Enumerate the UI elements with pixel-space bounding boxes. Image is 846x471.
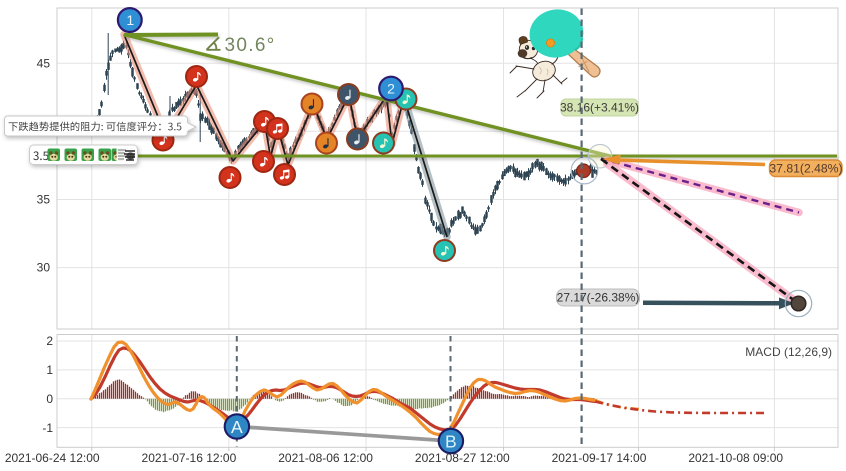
svg-text:37.81(2.48%): 37.81(2.48%) bbox=[769, 162, 842, 176]
svg-text:30.6°: 30.6° bbox=[225, 35, 276, 56]
svg-text:B: B bbox=[445, 432, 457, 452]
svg-text:2021-06-24 12:00: 2021-06-24 12:00 bbox=[5, 451, 100, 465]
svg-text:45: 45 bbox=[37, 56, 51, 70]
svg-text:1: 1 bbox=[126, 12, 134, 28]
svg-text:35: 35 bbox=[37, 193, 51, 207]
svg-text:27.17(-26.38%): 27.17(-26.38%) bbox=[557, 291, 640, 305]
svg-text:2021-08-06 12:00: 2021-08-06 12:00 bbox=[278, 451, 373, 465]
svg-text:38.16(+3.41%): 38.16(+3.41%) bbox=[560, 101, 639, 115]
svg-text:2021-09-17 14:00: 2021-09-17 14:00 bbox=[552, 451, 647, 465]
svg-text:1: 1 bbox=[46, 363, 53, 377]
svg-text:0: 0 bbox=[46, 392, 53, 406]
svg-text:2021-08-27 12:00: 2021-08-27 12:00 bbox=[415, 451, 510, 465]
svg-text:MACD (12,26,9): MACD (12,26,9) bbox=[745, 345, 832, 359]
svg-text:30: 30 bbox=[37, 261, 51, 275]
svg-text:2: 2 bbox=[46, 334, 53, 348]
svg-text:A: A bbox=[231, 417, 243, 437]
svg-text:2021-10-08 09:00: 2021-10-08 09:00 bbox=[688, 451, 783, 465]
svg-text:-1: -1 bbox=[42, 421, 53, 435]
svg-text:2: 2 bbox=[387, 81, 395, 97]
svg-text:2021-07-16 12:00: 2021-07-16 12:00 bbox=[142, 451, 237, 465]
